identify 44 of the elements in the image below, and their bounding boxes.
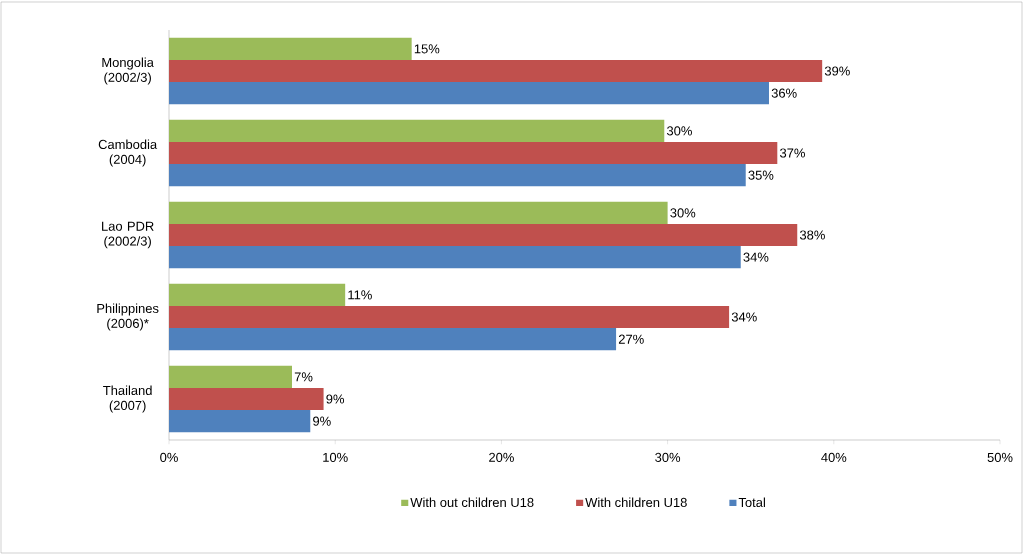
bar: [169, 246, 741, 269]
data-label: 30%: [670, 208, 696, 218]
y-tick-label: Lao PDR (2002/3): [102, 221, 154, 249]
bar: [169, 59, 823, 83]
bar: [169, 305, 730, 329]
y-tick-label: Philippines (2006)*: [97, 303, 159, 331]
y-tick-label: Cambodia (2004): [98, 139, 158, 167]
x-tick-label: 40%: [821, 452, 847, 462]
data-label: 9%: [313, 416, 331, 426]
legend-label: With children U18: [585, 497, 687, 507]
y-tick-label: Mongolia (2002/3): [102, 57, 154, 85]
data-label: 37%: [780, 148, 805, 158]
data-label: 39%: [824, 66, 850, 76]
data-label: 15%: [414, 44, 440, 54]
legend-label: With out children U18: [410, 497, 534, 507]
x-tick-label: 50%: [987, 452, 1013, 462]
x-tick-label: 30%: [655, 452, 681, 462]
bar: [169, 119, 665, 142]
data-label: 34%: [731, 312, 757, 322]
data-label: 7%: [294, 372, 313, 382]
data-label: 27%: [618, 334, 644, 344]
data-label: 36%: [771, 88, 797, 98]
bar: [169, 82, 769, 105]
data-label: 35%: [748, 170, 774, 180]
data-label: 9%: [326, 394, 345, 404]
x-tick-label: 0%: [160, 452, 178, 462]
bar: [169, 141, 778, 165]
data-label: 38%: [799, 230, 825, 240]
bar: [169, 37, 412, 60]
bar: [169, 387, 324, 411]
bar: [169, 164, 746, 187]
x-tick-label: 20%: [489, 452, 514, 462]
bar: [169, 223, 798, 247]
x-tick-label: 10%: [323, 452, 348, 462]
data-label: 11%: [348, 290, 372, 300]
data-label: 30%: [666, 126, 692, 136]
legend-label: Total: [738, 497, 765, 507]
bar: [169, 201, 668, 224]
bar: [169, 365, 292, 388]
bar: [169, 410, 311, 433]
data-label: 34%: [743, 252, 769, 262]
y-tick-label: Thailand (2007): [103, 385, 152, 413]
bar: [169, 283, 346, 306]
bar: [169, 328, 617, 351]
